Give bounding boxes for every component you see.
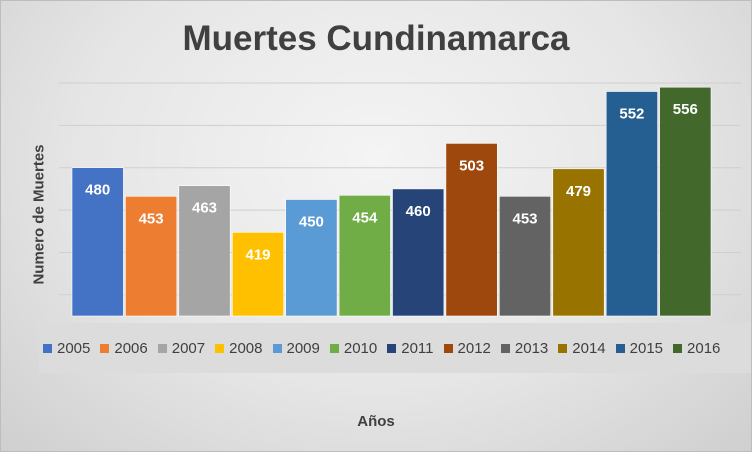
legend-item-2009: 2009 xyxy=(272,339,320,357)
bar-2009 xyxy=(285,199,338,317)
legend-item-2006: 2006 xyxy=(100,339,148,357)
legend-label: 2014 xyxy=(572,339,606,357)
data-label-2011: 460 xyxy=(406,203,431,220)
legend-item-2013: 2013 xyxy=(500,339,549,357)
legend-label: 2013 xyxy=(514,339,549,357)
legend-label: 2015 xyxy=(629,339,664,357)
legend-swatch xyxy=(500,343,510,353)
legend-item-2015: 2015 xyxy=(615,339,664,357)
data-label-2005: 480 xyxy=(85,182,110,199)
legend-item-2011: 2011 xyxy=(387,339,434,357)
legend-swatch xyxy=(157,343,167,353)
legend-swatch xyxy=(673,343,683,353)
data-label-2012: 503 xyxy=(459,157,484,174)
legend-label: 2007 xyxy=(171,339,206,357)
legend-label: 2011 xyxy=(401,339,434,357)
bar-2010 xyxy=(338,195,391,317)
legend-swatch xyxy=(215,343,225,353)
bar-2006 xyxy=(125,196,178,317)
legend-label: 2012 xyxy=(457,339,491,357)
bar-2015 xyxy=(605,91,658,317)
bar-2008 xyxy=(232,232,285,317)
legend-item-2005: 2005 xyxy=(43,340,90,357)
bar-2007 xyxy=(178,185,231,317)
bar-2012 xyxy=(445,143,498,317)
legend-label: 2009 xyxy=(286,339,320,357)
legend-swatch xyxy=(43,343,52,353)
legend-item-2012: 2012 xyxy=(443,339,491,357)
legend-swatch xyxy=(558,343,568,353)
data-label-2006: 453 xyxy=(139,210,164,227)
bar-2011 xyxy=(392,188,445,317)
legend-label: 2006 xyxy=(114,339,148,357)
bar-2013 xyxy=(498,196,551,317)
legend: 2005 2006 2007 2008 2009 2010 2011 2012 2013 2014… xyxy=(39,323,751,373)
legend-swatch xyxy=(329,343,339,353)
x-axis-label: Años xyxy=(357,413,395,430)
legend-item-2010: 2010 xyxy=(329,339,378,357)
legend-swatch xyxy=(615,343,625,353)
data-label-2008: 419 xyxy=(245,246,270,263)
legend-label: 2008 xyxy=(229,339,263,357)
legend-swatch xyxy=(100,343,110,353)
bar-2014 xyxy=(552,168,605,317)
data-label-2009: 450 xyxy=(299,214,324,231)
legend-label: 2010 xyxy=(343,339,378,357)
data-label-2010: 454 xyxy=(352,209,378,226)
legend-label: 2016 xyxy=(687,339,721,357)
bar-2005 xyxy=(71,167,124,317)
legend-item-2007: 2007 xyxy=(157,339,206,357)
legend-swatch xyxy=(387,343,397,353)
legend-swatch xyxy=(272,343,282,353)
data-label-2007: 463 xyxy=(192,200,217,217)
data-label-2015: 552 xyxy=(619,106,644,123)
data-label-2016: 556 xyxy=(673,101,698,118)
chart-title: Muertes Cundinamarca xyxy=(182,19,570,58)
legend-label: 2005 xyxy=(57,339,91,357)
legend-swatch xyxy=(443,343,453,353)
legend-item-2014: 2014 xyxy=(558,339,606,357)
legend-item-2008: 2008 xyxy=(215,339,263,357)
legend-item-2016: 2016 xyxy=(673,340,720,357)
bar-2016 xyxy=(659,86,712,317)
data-label-2013: 453 xyxy=(512,210,537,227)
data-label-2014: 479 xyxy=(566,183,591,200)
